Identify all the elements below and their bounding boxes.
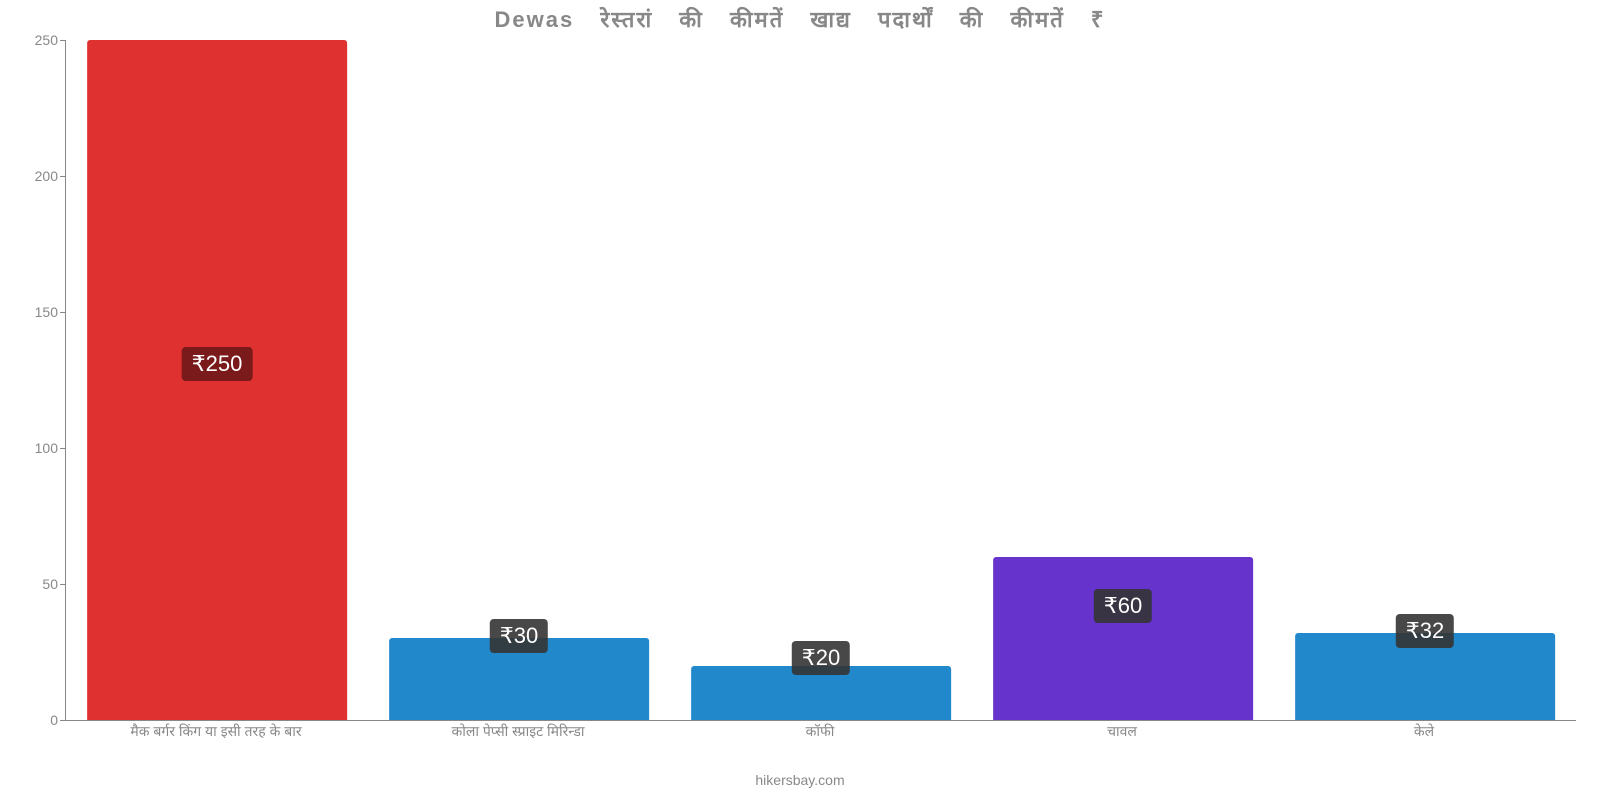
x-axis-label: कॉफी <box>669 722 971 741</box>
value-badge: ₹250 <box>182 347 253 381</box>
y-tick-label: 250 <box>3 32 66 48</box>
y-tick-mark <box>60 176 66 177</box>
x-axis-labels: मैक बर्गर किंग या इसी तरह के बारकोला पेप… <box>65 722 1575 741</box>
x-axis-label: चावल <box>971 722 1273 741</box>
y-tick-label: 50 <box>3 576 66 592</box>
bar <box>993 557 1253 720</box>
y-tick-mark <box>60 720 66 721</box>
y-tick-label: 100 <box>3 440 66 456</box>
value-badge: ₹30 <box>490 619 548 653</box>
value-badge: ₹32 <box>1396 614 1454 648</box>
price-bar-chart: Dewas रेस्तरां की कीमतें खाद्य पदार्थों … <box>0 0 1600 800</box>
plot-area: ₹250₹30₹20₹60₹32 050100150200250 <box>65 40 1576 721</box>
y-tick-mark <box>60 40 66 41</box>
chart-footer: hikersbay.com <box>0 772 1600 788</box>
y-tick-mark <box>60 312 66 313</box>
y-tick-label: 0 <box>3 712 66 728</box>
x-axis-label: मैक बर्गर किंग या इसी तरह के बार <box>65 722 367 741</box>
value-badge: ₹60 <box>1094 589 1152 623</box>
x-axis-label: कोला पेप्सी स्प्राइट मिरिन्डा <box>367 722 669 741</box>
y-tick-mark <box>60 448 66 449</box>
y-tick-mark <box>60 584 66 585</box>
y-tick-label: 200 <box>3 168 66 184</box>
bar-slot: ₹20 <box>670 40 972 720</box>
bars-container: ₹250 ₹30 ₹20 ₹60 ₹32 <box>66 40 1576 720</box>
value-badge: ₹20 <box>792 641 850 675</box>
bar-slot: ₹250 <box>66 40 368 720</box>
x-axis-label: केले <box>1273 722 1575 741</box>
bar-slot: ₹60 <box>972 40 1274 720</box>
y-tick-label: 150 <box>3 304 66 320</box>
bar-slot: ₹32 <box>1274 40 1576 720</box>
bar-slot: ₹30 <box>368 40 670 720</box>
chart-title: Dewas रेस्तरां की कीमतें खाद्य पदार्थों … <box>0 4 1600 34</box>
